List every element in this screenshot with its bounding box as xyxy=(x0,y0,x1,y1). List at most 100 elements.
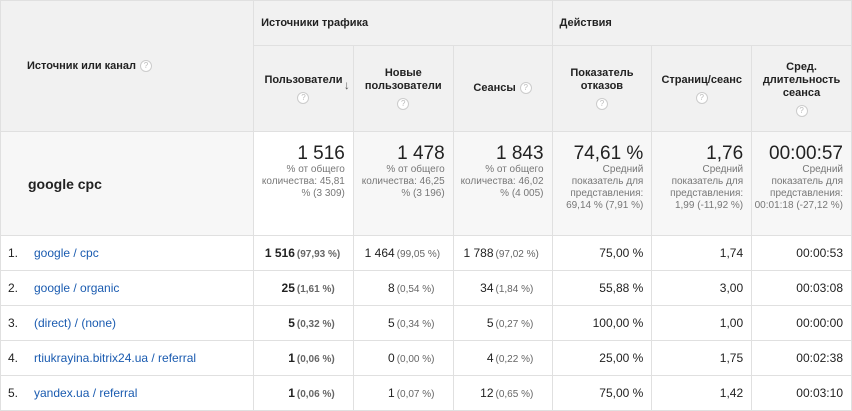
table-row: 3. (direct) / (none) 5 (0,32 %) 5 (0,34 %) 5 (0… xyxy=(0,305,852,341)
help-icon[interactable]: ? xyxy=(397,98,410,110)
group-actions-header: Действия xyxy=(551,0,852,46)
users-cell: 1 516 (97,93 %) xyxy=(253,235,354,271)
sessions-percent: (0,65 %) xyxy=(495,389,534,400)
pages-cell: 3,00 xyxy=(651,270,753,306)
new-users-value: 1 xyxy=(388,386,395,400)
table-row: 1. google / cpc 1 516 (97,93 %) 1 464 (99,05 … xyxy=(0,235,852,271)
source-cell: 3. (direct) / (none) xyxy=(0,305,255,341)
pages-column-header[interactable]: Страниц/сеанс ? xyxy=(651,45,753,132)
row-index: 2. xyxy=(8,281,19,295)
sessions-column-header[interactable]: Сеансы? xyxy=(452,45,553,132)
new-users-value: 5 xyxy=(388,316,395,330)
users-cell: 25 (1,61 %) xyxy=(253,270,354,306)
help-icon[interactable]: ? xyxy=(140,60,153,73)
new-users-percent: (99,05 %) xyxy=(396,249,441,260)
pages-cell: 1,75 xyxy=(651,340,753,376)
bounce-cell: 100,00 % xyxy=(551,305,653,341)
pages-cell: 1,42 xyxy=(651,375,753,411)
row-index: 3. xyxy=(8,316,19,330)
bounce-column-header[interactable]: Показатель отказов ? xyxy=(551,45,653,132)
new-users-cell: 5 (0,34 %) xyxy=(352,305,454,341)
summary-row: google cpc 1 516 % от общего количества:… xyxy=(0,131,852,236)
sessions-value: 1 788 xyxy=(463,246,494,260)
pages-cell: 1,00 xyxy=(651,305,753,341)
table-row: 2. google / organic 25 (1,61 %) 8 (0,54 %) 34(… xyxy=(0,270,852,306)
source-link[interactable]: google / cpc xyxy=(34,246,99,260)
users-value: 1 xyxy=(288,351,295,365)
new-users-cell: 0 (0,00 %) xyxy=(352,340,454,376)
sessions-percent: (97,02 %) xyxy=(495,249,539,260)
summary-bounce: 74,61 % Средний показатель для представл… xyxy=(551,131,653,236)
row-index: 5. xyxy=(8,386,19,400)
row-index: 4. xyxy=(8,351,19,365)
sessions-cell: 34 (1,84 %) xyxy=(452,270,553,306)
source-link[interactable]: rtiukrayina.bitrix24.ua / referral xyxy=(34,351,197,365)
summary-sessions: 1 843 % от общего количества: 46,02 % (4… xyxy=(452,131,553,236)
table-row: 5. yandex.ua / referral 1 (0,06 %) 1 (0,07 %)… xyxy=(0,375,852,411)
summary-duration: 00:00:57 Средний показатель для представ… xyxy=(751,131,852,236)
bounce-cell: 55,88 % xyxy=(551,270,653,306)
group-traffic-header: Источники трафика xyxy=(253,0,553,46)
sessions-percent: (1,84 %) xyxy=(495,284,534,295)
users-percent: (0,06 %) xyxy=(296,389,335,400)
new-users-cell: 1 (0,07 %) xyxy=(352,375,454,411)
summary-pages: 1,76 Средний показатель для представлени… xyxy=(651,131,753,236)
bounce-cell: 75,00 % xyxy=(551,235,653,271)
bounce-cell: 25,00 % xyxy=(551,340,653,376)
sessions-cell: 1 788 (97,02 %) xyxy=(452,235,553,271)
bounce-cell: 75,00 % xyxy=(551,375,653,411)
table-row: 4. rtiukrayina.bitrix24.ua / referral 1 (0,… xyxy=(0,340,852,376)
help-icon[interactable]: ? xyxy=(795,104,808,117)
new-users-column-header[interactable]: Новые пользователи ? xyxy=(352,45,454,132)
new-users-value: 0 xyxy=(388,351,395,365)
new-users-percent: (0,34 %) xyxy=(396,319,435,330)
new-users-value: 8 xyxy=(388,281,395,295)
duration-column-header[interactable]: Сред. длительность сеанса ? xyxy=(751,45,852,132)
sort-down-icon[interactable]: ↓ xyxy=(343,78,350,92)
source-link[interactable]: yandex.ua / referral xyxy=(34,386,138,400)
sessions-value: 5 xyxy=(486,316,494,330)
source-cell: 5. yandex.ua / referral xyxy=(0,375,255,411)
duration-cell: 00:00:53 xyxy=(751,235,852,271)
new-users-percent: (0,00 %) xyxy=(396,354,435,365)
users-cell: 1 (0,06 %) xyxy=(253,340,354,376)
source-column-header[interactable]: Источник или канал? xyxy=(0,0,255,132)
source-link[interactable]: (direct) / (none) xyxy=(34,316,117,330)
sessions-cell: 5 (0,27 %) xyxy=(452,305,553,341)
users-cell: 1 (0,06 %) xyxy=(253,375,354,411)
sessions-value: 12 xyxy=(480,386,494,400)
sessions-percent: (0,27 %) xyxy=(495,319,534,330)
source-cell: 1. google / cpc xyxy=(0,235,255,271)
users-value: 25 xyxy=(281,281,295,295)
sessions-cell: 4 (0,22 %) xyxy=(452,340,553,376)
summary-new-users: 1 478 % от общего количества: 46,25 % (3… xyxy=(352,131,454,236)
duration-cell: 00:03:08 xyxy=(751,270,852,306)
source-cell: 2. google / organic xyxy=(0,270,255,306)
sessions-value: 34 xyxy=(480,281,494,295)
source-link[interactable]: google / organic xyxy=(34,281,120,295)
duration-cell: 00:03:10 xyxy=(751,375,852,411)
sessions-cell: 12 (0,65 %) xyxy=(452,375,553,411)
users-column-header[interactable]: Пользователи ? ↓ xyxy=(253,45,354,132)
new-users-cell: 1 464 (99,05 %) xyxy=(352,235,454,271)
users-value: 1 xyxy=(288,386,295,400)
summary-users: 1 516 % от общего количества: 45,81 % (3… xyxy=(253,131,354,236)
source-cell: 4. rtiukrayina.bitrix24.ua / referral xyxy=(0,340,255,376)
duration-cell: 00:02:38 xyxy=(751,340,852,376)
pages-cell: 1,74 xyxy=(651,235,753,271)
sessions-percent: (0,22 %) xyxy=(495,354,534,365)
help-icon[interactable]: ? xyxy=(519,82,532,95)
users-value: 1 516 xyxy=(264,246,295,260)
help-icon[interactable]: ? xyxy=(297,91,310,104)
users-cell: 5 (0,32 %) xyxy=(253,305,354,341)
users-percent: (0,06 %) xyxy=(296,354,335,365)
sessions-value: 4 xyxy=(486,351,494,365)
users-percent: (97,93 %) xyxy=(296,249,341,260)
new-users-value: 1 464 xyxy=(364,246,395,260)
help-icon[interactable]: ? xyxy=(595,98,608,110)
help-icon[interactable]: ? xyxy=(695,91,708,104)
new-users-percent: (0,54 %) xyxy=(396,284,435,295)
new-users-percent: (0,07 %) xyxy=(396,389,435,400)
summary-label: google cpc xyxy=(0,131,255,236)
